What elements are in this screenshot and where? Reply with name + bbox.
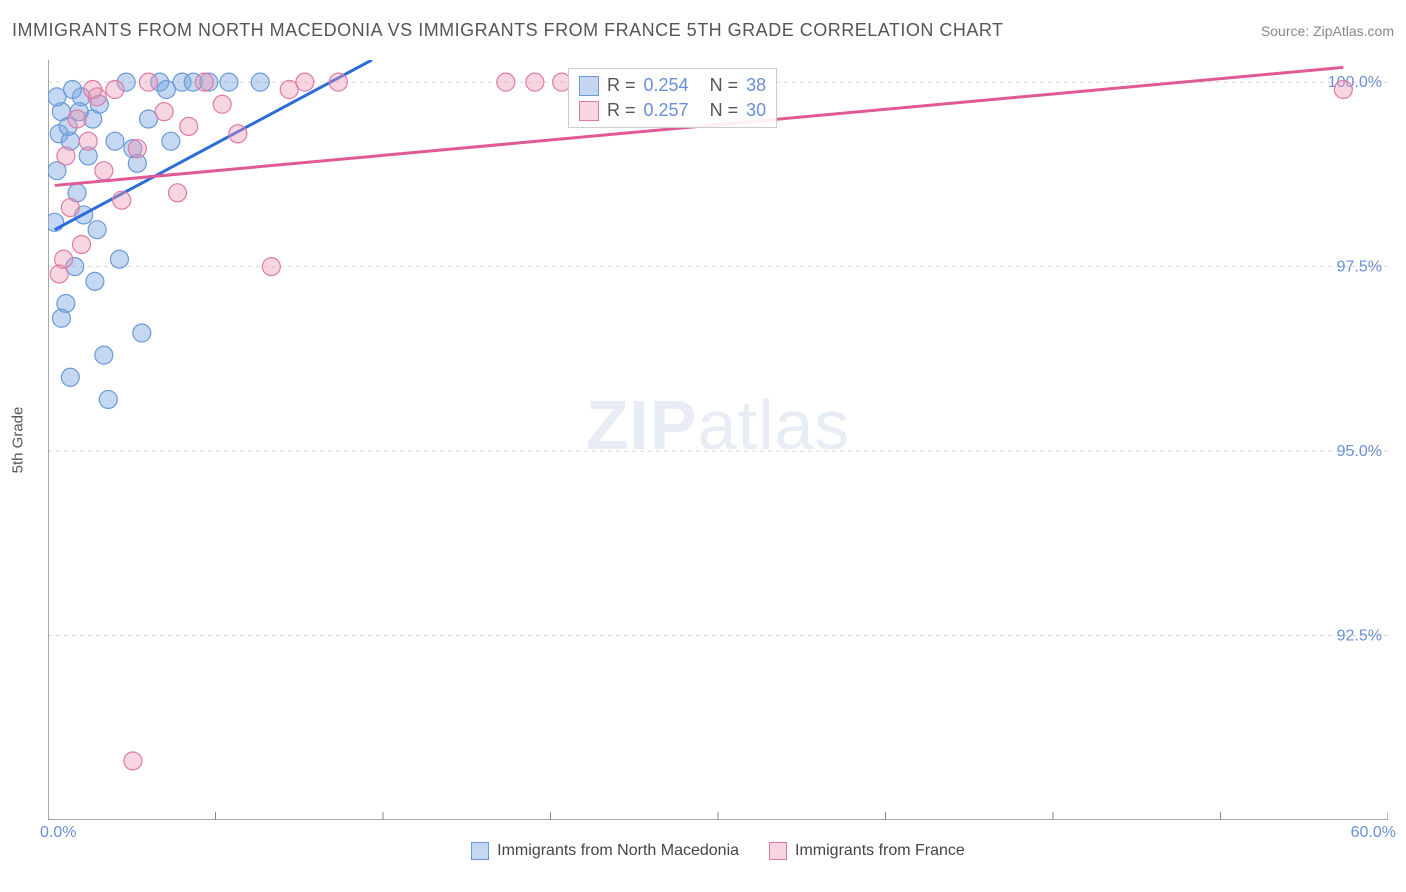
n-label: N = bbox=[710, 100, 739, 121]
svg-text:95.0%: 95.0% bbox=[1337, 443, 1382, 460]
n-value-1: 38 bbox=[746, 75, 766, 96]
x-tick-min: 0.0% bbox=[40, 824, 76, 842]
chart-title: IMMIGRANTS FROM NORTH MACEDONIA VS IMMIG… bbox=[12, 20, 1004, 41]
correlation-legend: R = 0.254 N = 38 R = 0.257 N = 30 bbox=[568, 68, 777, 128]
n-value-2: 30 bbox=[746, 100, 766, 121]
y-axis-label: 5th Grade bbox=[10, 407, 27, 474]
legend-item-2: Immigrants from France bbox=[769, 842, 965, 860]
r-value-1: 0.254 bbox=[644, 75, 689, 96]
legend-swatch-pink bbox=[579, 101, 599, 121]
legend-item-1: Immigrants from North Macedonia bbox=[471, 842, 739, 860]
svg-text:97.5%: 97.5% bbox=[1337, 259, 1382, 276]
n-label: N = bbox=[710, 75, 739, 96]
x-tick-max: 60.0% bbox=[1351, 824, 1396, 842]
svg-text:92.5%: 92.5% bbox=[1337, 628, 1382, 645]
bottom-legend: Immigrants from North Macedonia Immigran… bbox=[48, 842, 1388, 860]
legend-label-1: Immigrants from North Macedonia bbox=[497, 842, 739, 860]
correlation-legend-row-2: R = 0.257 N = 30 bbox=[579, 98, 766, 123]
scatter-plot: 92.5%95.0%97.5%100.0% bbox=[48, 60, 1388, 820]
legend-label-2: Immigrants from France bbox=[795, 842, 965, 860]
title-bar: IMMIGRANTS FROM NORTH MACEDONIA VS IMMIG… bbox=[12, 20, 1394, 41]
r-label: R = bbox=[607, 100, 636, 121]
r-value-2: 0.257 bbox=[644, 100, 689, 121]
legend-swatch-pink bbox=[769, 842, 787, 860]
chart-area: 5th Grade 92.5%95.0%97.5%100.0% ZIPatlas… bbox=[48, 60, 1388, 820]
legend-swatch-blue bbox=[471, 842, 489, 860]
r-label: R = bbox=[607, 75, 636, 96]
correlation-legend-row-1: R = 0.254 N = 38 bbox=[579, 73, 766, 98]
source-label: Source: ZipAtlas.com bbox=[1261, 23, 1394, 39]
legend-swatch-blue bbox=[579, 76, 599, 96]
